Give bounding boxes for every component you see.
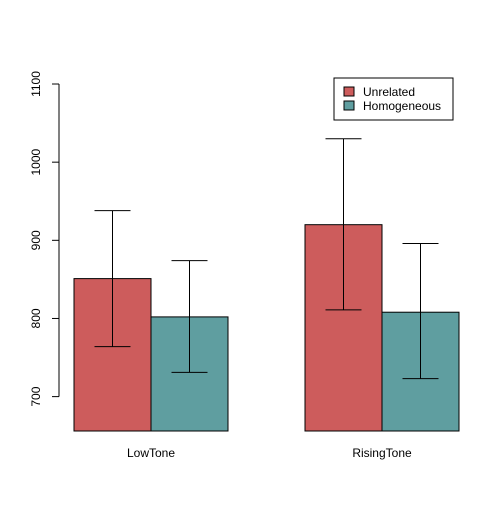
y-tick-label-700: 700 (29, 386, 43, 406)
x-tick-label-lowtone: LowTone (127, 446, 175, 460)
y-tick-label-1100: 1100 (29, 71, 43, 97)
error-bars-layer (94, 138, 439, 380)
bars-layer (73, 224, 460, 432)
legend-label-unrelated: Unrelated (363, 85, 415, 99)
x-axis: LowTone RisingTone (127, 446, 412, 460)
legend-label-homogeneous: Homogeneous (363, 99, 441, 113)
y-tick-label-800: 800 (29, 308, 43, 328)
legend-box (333, 77, 454, 121)
y-tick-label-900: 900 (29, 230, 43, 250)
y-tick-label-1000: 1000 (29, 148, 43, 175)
x-tick-label-risingtone: RisingTone (352, 446, 412, 460)
legend-swatch-unrelated (343, 86, 355, 97)
legend-swatch-homogeneous (343, 100, 355, 111)
legend: Unrelated Homogeneous (333, 77, 454, 121)
y-axis: 700 800 900 1000 1100 (29, 71, 60, 407)
